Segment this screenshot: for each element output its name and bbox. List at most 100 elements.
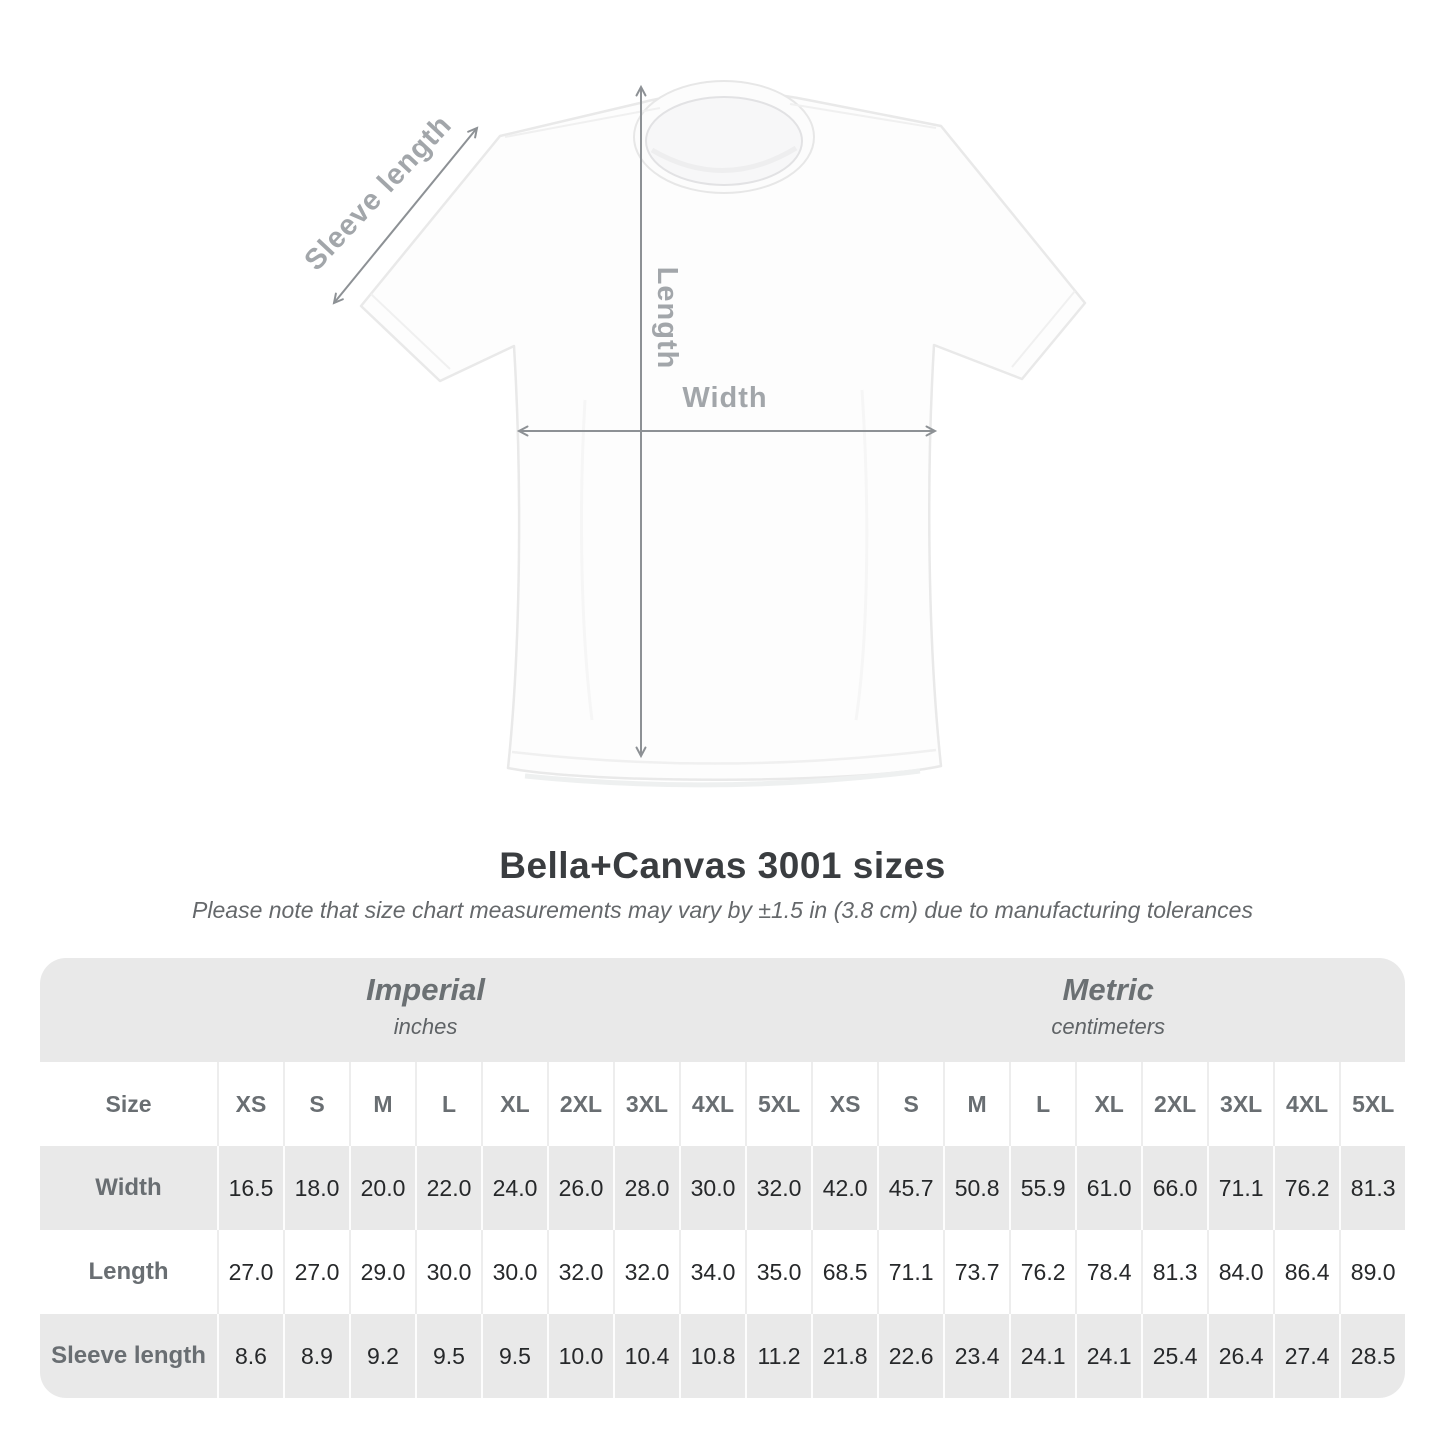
size-value-cell: 16.5 [217, 1146, 283, 1230]
size-col-header: S [877, 1062, 944, 1146]
size-col-header: 5XL [745, 1062, 812, 1146]
size-value-cell: 18.0 [283, 1146, 349, 1230]
size-value-cell: 45.7 [877, 1146, 944, 1230]
size-value-cell: 9.5 [415, 1314, 481, 1398]
size-value-cell: 32.0 [745, 1146, 812, 1230]
size-col-header: S [283, 1062, 349, 1146]
size-value-cell: 24.1 [1075, 1314, 1142, 1398]
size-value-cell: 28.5 [1339, 1314, 1406, 1398]
size-col-header: 4XL [1273, 1062, 1340, 1146]
size-col-header: XL [481, 1062, 547, 1146]
sleeve-length-row: Sleeve length 8.6 8.9 9.2 9.5 9.5 10.0 1… [40, 1314, 1406, 1398]
length-row: Length 27.0 27.0 29.0 30.0 30.0 32.0 32.… [40, 1230, 1406, 1314]
size-value-cell: 61.0 [1075, 1146, 1142, 1230]
size-col-header: XL [1075, 1062, 1142, 1146]
width-label: Width [682, 382, 767, 414]
size-col-header: 2XL [1141, 1062, 1208, 1146]
size-value-cell: 22.0 [415, 1146, 481, 1230]
size-value-cell: 73.7 [943, 1230, 1010, 1314]
size-value-cell: 27.0 [283, 1230, 349, 1314]
size-value-cell: 27.4 [1273, 1314, 1340, 1398]
size-value-cell: 86.4 [1273, 1230, 1340, 1314]
size-value-cell: 32.0 [547, 1230, 613, 1314]
section-header-metric: Metric centimeters [811, 958, 1406, 1062]
size-value-cell: 10.0 [547, 1314, 613, 1398]
width-row: Width 16.5 18.0 20.0 22.0 24.0 26.0 28.0… [40, 1146, 1406, 1230]
size-header-cell: Size [40, 1062, 217, 1146]
size-value-cell: 9.2 [349, 1314, 415, 1398]
size-value-cell: 8.6 [217, 1314, 283, 1398]
size-col-header: 3XL [613, 1062, 679, 1146]
metric-unit: centimeters [1051, 1014, 1166, 1040]
size-value-cell: 21.8 [811, 1314, 878, 1398]
size-value-cell: 42.0 [811, 1146, 878, 1230]
size-col-header: L [1009, 1062, 1076, 1146]
size-value-cell: 34.0 [679, 1230, 745, 1314]
size-col-header: XS [217, 1062, 283, 1146]
size-value-cell: 8.9 [283, 1314, 349, 1398]
size-header-row: Size XS S M L XL 2XL 3XL 4XL 5XL XS S M … [40, 1062, 1406, 1146]
collar-shadow [650, 145, 798, 173]
tshirt-silhouette [359, 90, 1087, 782]
size-col-header: 3XL [1207, 1062, 1274, 1146]
size-value-cell: 66.0 [1141, 1146, 1208, 1230]
size-value-cell: 81.3 [1141, 1230, 1208, 1314]
size-col-header: 2XL [547, 1062, 613, 1146]
measurement-row-label: Length [40, 1230, 217, 1314]
tolerance-note: Please note that size chart measurements… [192, 897, 1253, 923]
imperial-unit: inches [393, 1014, 458, 1040]
size-value-cell: 22.6 [877, 1314, 944, 1398]
size-value-cell: 32.0 [613, 1230, 679, 1314]
size-value-cell: 30.0 [481, 1230, 547, 1314]
size-value-cell: 30.0 [415, 1230, 481, 1314]
size-value-cell: 23.4 [943, 1314, 1010, 1398]
tshirt-measurement-diagram: Sleeve length Length Width [299, 80, 1087, 788]
size-value-cell: 10.4 [613, 1314, 679, 1398]
size-value-cell: 35.0 [745, 1230, 812, 1314]
size-value-cell: 24.0 [481, 1146, 547, 1230]
imperial-label: Imperial [366, 972, 486, 1008]
size-value-cell: 27.0 [217, 1230, 283, 1314]
page-title: Bella+Canvas 3001 sizes [499, 845, 946, 886]
section-header-imperial: Imperial inches [40, 958, 812, 1062]
size-value-cell: 28.0 [613, 1146, 679, 1230]
size-value-cell: 89.0 [1339, 1230, 1406, 1314]
measurement-row-label: Sleeve length [40, 1314, 217, 1398]
size-value-cell: 84.0 [1207, 1230, 1274, 1314]
size-value-cell: 30.0 [679, 1146, 745, 1230]
size-col-header: L [415, 1062, 481, 1146]
metric-label: Metric [1062, 972, 1154, 1008]
size-value-cell: 20.0 [349, 1146, 415, 1230]
size-value-cell: 71.1 [877, 1230, 944, 1314]
size-value-cell: 68.5 [811, 1230, 878, 1314]
size-value-cell: 26.4 [1207, 1314, 1274, 1398]
size-chart-wrapper: Imperial inches Metric centimeters Size … [40, 958, 1406, 1398]
size-col-header: 5XL [1339, 1062, 1406, 1146]
size-value-cell: 26.0 [547, 1146, 613, 1230]
measurement-row-label: Width [40, 1146, 217, 1230]
tshirt-seams [370, 103, 1076, 788]
size-col-header: 4XL [679, 1062, 745, 1146]
size-value-cell: 24.1 [1009, 1314, 1076, 1398]
size-value-cell: 78.4 [1075, 1230, 1142, 1314]
size-value-cell: 76.2 [1273, 1146, 1340, 1230]
size-chart-table: Imperial inches Metric centimeters Size … [40, 958, 1406, 1398]
size-value-cell: 71.1 [1207, 1146, 1274, 1230]
size-value-cell: 55.9 [1009, 1146, 1076, 1230]
size-col-header: M [349, 1062, 415, 1146]
sleeve-length-arrow [332, 126, 479, 305]
size-value-cell: 50.8 [943, 1146, 1010, 1230]
size-value-cell: 25.4 [1141, 1314, 1208, 1398]
size-value-cell: 10.8 [679, 1314, 745, 1398]
size-value-cell: 9.5 [481, 1314, 547, 1398]
size-col-header: XS [811, 1062, 878, 1146]
size-value-cell: 11.2 [745, 1314, 812, 1398]
size-value-cell: 81.3 [1339, 1146, 1406, 1230]
length-label: Length [651, 267, 683, 370]
size-value-cell: 29.0 [349, 1230, 415, 1314]
measurement-arrows [332, 84, 938, 759]
size-col-header: M [943, 1062, 1010, 1146]
size-value-cell: 76.2 [1009, 1230, 1076, 1314]
unit-section-header-row: Imperial inches Metric centimeters [40, 958, 1406, 1062]
